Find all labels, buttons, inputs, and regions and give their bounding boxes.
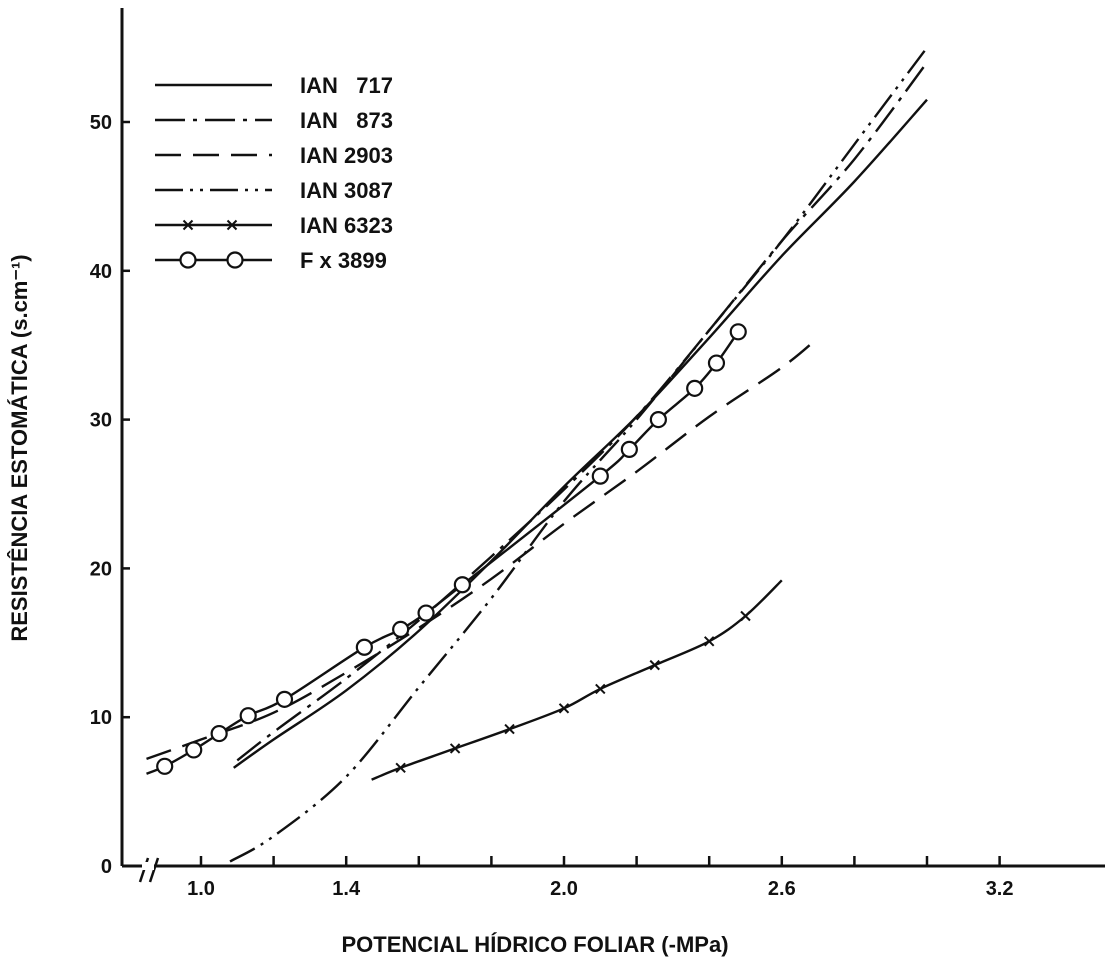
legend-item-2: IAN 873 [155, 108, 393, 133]
legend-item-6: F x 3899 [155, 248, 387, 273]
series-1 [233, 98, 928, 769]
x-tick-label: 1.4 [332, 878, 361, 900]
series-line [233, 98, 928, 769]
data-point-marker [156, 757, 174, 775]
legend-item-5: IAN 6323 [155, 213, 393, 238]
data-point-marker [185, 741, 203, 759]
axis-break-gap [142, 862, 154, 870]
legend: IAN 717 IAN 873 IAN 2903 IAN 3087 IAN 6323 F … [155, 73, 393, 273]
y-tick-label: 0 [101, 856, 112, 878]
data-point-marker [417, 604, 435, 622]
series-line [371, 579, 783, 781]
y-tick-label: 50 [90, 112, 112, 134]
legend-marker [179, 251, 197, 269]
x-tick-label: 3.2 [986, 878, 1014, 900]
legend-label: IAN 717 [300, 73, 393, 98]
data-point-marker [558, 703, 570, 714]
legend-label: IAN 2903 [300, 143, 393, 168]
series-line [146, 336, 819, 761]
series-4 [229, 46, 928, 863]
x-tick-label: 2.0 [550, 878, 578, 900]
data-point-marker [707, 354, 726, 372]
data-point-marker [453, 576, 471, 594]
y-tick-label: 20 [90, 558, 112, 580]
data-point-marker [449, 743, 461, 754]
data-point-marker [210, 724, 228, 743]
data-point-marker [649, 411, 667, 429]
legend-item-1: IAN 717 [155, 73, 393, 98]
x-tick-label: 2.6 [768, 878, 796, 900]
series-line [236, 61, 928, 762]
legend-marker [226, 251, 244, 269]
data-point-marker [275, 690, 294, 708]
data-point-marker [595, 683, 606, 695]
data-point-marker [355, 638, 373, 656]
y-tick-label: 30 [90, 410, 112, 432]
series-line [229, 46, 928, 863]
y-tick-label: 10 [90, 707, 112, 729]
data-point-marker [703, 636, 715, 647]
data-point-marker [620, 440, 638, 458]
legend-item-4: IAN 3087 [155, 178, 393, 203]
axes: 0 10 20 30 40 50 1.0 1.4 2.0 2.6 3.2 [90, 8, 1105, 900]
y-tick-label: 40 [90, 261, 112, 283]
x-tick-label: 1.0 [187, 878, 215, 900]
data-point-marker [729, 323, 747, 341]
legend-label: IAN 6323 [300, 213, 393, 238]
legend-label: IAN 873 [300, 108, 393, 133]
legend-item-3: IAN 2903 [155, 143, 393, 168]
data-point-marker [504, 723, 515, 735]
data-point-marker [740, 610, 751, 622]
data-point-marker [395, 762, 406, 773]
series-6 [146, 323, 747, 775]
x-axis-title: POTENCIAL HÍDRICO FOLIAR (-MPa) [341, 932, 728, 957]
legend-marker [226, 219, 238, 231]
y-axis-title: RESISTÊNCIA ESTOMÁTICA (s.cm⁻¹) [7, 254, 32, 641]
series-3 [146, 336, 819, 761]
legend-marker [182, 219, 194, 231]
data-point-marker [649, 659, 660, 671]
legend-label: IAN 3087 [300, 178, 393, 203]
series-line [146, 331, 740, 775]
data-point-marker [591, 467, 609, 485]
legend-label: F x 3899 [300, 248, 387, 273]
data-point-marker [239, 707, 257, 725]
series-2 [236, 61, 928, 762]
data-point-marker [686, 379, 704, 397]
data-point-marker [392, 620, 410, 639]
series-5 [371, 579, 783, 781]
plot-series [146, 46, 928, 863]
